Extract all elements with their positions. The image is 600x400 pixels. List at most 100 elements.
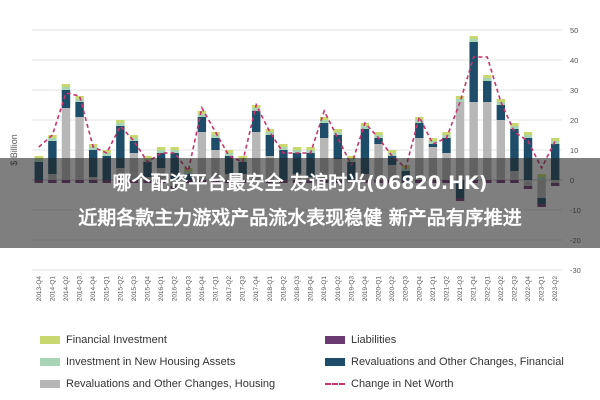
x-tick-label: 2021-Q3 bbox=[457, 276, 464, 302]
net-worth-line bbox=[38, 56, 556, 173]
x-tick-label: 2023-Q2 bbox=[552, 276, 559, 302]
bar-segment bbox=[61, 84, 71, 87]
bar-segment bbox=[88, 147, 98, 150]
legend-label: Financial Investment bbox=[66, 334, 167, 346]
bar-segment bbox=[469, 102, 478, 180]
bar-segment bbox=[428, 141, 438, 144]
x-tick-label: 2018-Q4 bbox=[308, 276, 315, 302]
x-tick-label: 2016-Q2 bbox=[172, 276, 179, 302]
legend-swatch bbox=[40, 358, 60, 366]
bar-segment bbox=[48, 138, 57, 141]
x-tick-label: 2020-Q4 bbox=[416, 276, 423, 302]
bar-segment bbox=[374, 132, 383, 135]
legend-swatch bbox=[40, 380, 60, 388]
bar-segment bbox=[156, 150, 166, 153]
bar-segment bbox=[510, 123, 519, 126]
x-tick-label: 2016-Q1 bbox=[158, 276, 165, 302]
x-tick-label: 2017-Q1 bbox=[212, 276, 219, 302]
bar-segment bbox=[455, 102, 465, 180]
bar-segment bbox=[319, 117, 329, 120]
bar-segment bbox=[496, 105, 506, 120]
x-tick-label: 2016-Q3 bbox=[185, 276, 192, 302]
bar-segment bbox=[48, 135, 57, 138]
x-tick-label: 2014-Q3 bbox=[77, 276, 84, 302]
x-tick-label: 2022-Q2 bbox=[498, 276, 505, 302]
bar-segment bbox=[496, 120, 506, 180]
bar-segment bbox=[116, 123, 125, 126]
legend-item-liabilities: Liabilities bbox=[325, 334, 396, 346]
bar-segment bbox=[102, 150, 111, 153]
bar-segment bbox=[442, 132, 451, 135]
bar-segment bbox=[469, 39, 478, 42]
x-tick-label: 2015-Q3 bbox=[131, 276, 138, 302]
x-tick-label: 2017-Q4 bbox=[253, 276, 260, 302]
x-tick-label: 2018-Q3 bbox=[294, 276, 301, 302]
bar-segment bbox=[61, 87, 71, 90]
bar-segment bbox=[75, 102, 84, 117]
x-tick-label: 2020-Q2 bbox=[389, 276, 396, 302]
bar-segment bbox=[306, 147, 315, 150]
legend-label: Change in Net Worth bbox=[351, 378, 454, 390]
headline-line-2: 近期各款主力游戏产品流水表现稳健 新产品有序推进 bbox=[78, 207, 522, 229]
bar-segment bbox=[483, 102, 492, 180]
x-tick-label: 2022-Q4 bbox=[525, 276, 532, 302]
bar-segment bbox=[415, 123, 424, 138]
x-tick-label: 2017-Q3 bbox=[240, 276, 247, 302]
legend-swatch bbox=[40, 336, 60, 344]
bar-segment bbox=[442, 138, 451, 153]
bar-segment bbox=[102, 153, 111, 156]
bar-segment bbox=[265, 135, 275, 156]
bar-segment bbox=[523, 132, 533, 135]
y-tick-label: 10 bbox=[570, 146, 578, 155]
bar-segment bbox=[387, 153, 397, 156]
bar-segment bbox=[238, 156, 247, 159]
headline-overlay bbox=[0, 158, 600, 248]
bar-segment bbox=[469, 42, 478, 102]
bar-segment bbox=[279, 144, 288, 147]
bar-segment bbox=[292, 150, 302, 153]
bar-segment bbox=[129, 141, 139, 153]
x-tick-label: 2014-Q4 bbox=[90, 276, 97, 302]
bar-segment bbox=[48, 141, 57, 174]
legend-label: Liabilities bbox=[351, 334, 397, 346]
y-tick-label: 50 bbox=[570, 26, 578, 35]
x-tick-label: 2015-Q4 bbox=[145, 276, 152, 302]
bar-segment bbox=[428, 138, 438, 141]
x-tick-label: 2015-Q1 bbox=[104, 276, 111, 302]
y-tick-label: 20 bbox=[570, 116, 578, 125]
legend-swatch bbox=[325, 358, 345, 366]
x-tick-label: 2018-Q1 bbox=[267, 276, 274, 302]
bar-segment bbox=[510, 129, 519, 171]
x-tick-label: 2020-Q1 bbox=[376, 276, 383, 302]
bar-segment bbox=[374, 138, 383, 144]
bar-segment bbox=[455, 99, 465, 102]
legend-label: Revaluations and Other Changes, Financia… bbox=[351, 356, 564, 368]
x-tick-label: 2020-Q3 bbox=[403, 276, 410, 302]
x-tick-label: 2019-Q4 bbox=[362, 276, 369, 302]
legend-item-investment-housing: Investment in New Housing Assets bbox=[40, 356, 235, 368]
bar-segment bbox=[61, 90, 71, 108]
bar-segment bbox=[279, 147, 288, 150]
legend-swatch bbox=[325, 336, 345, 344]
x-tick-label: 2019-Q2 bbox=[335, 276, 342, 302]
x-tick-label: 2017-Q2 bbox=[226, 276, 233, 302]
bar-segment bbox=[170, 150, 179, 153]
bar-segment bbox=[374, 135, 383, 138]
bar-segment bbox=[170, 147, 179, 150]
bar-segment bbox=[347, 156, 356, 159]
bar-segment bbox=[129, 138, 139, 141]
legend-item-reval-housing: Revaluations and Other Changes, Housing bbox=[40, 378, 275, 390]
bar-segment bbox=[469, 36, 478, 39]
bar-segment bbox=[143, 156, 152, 159]
bar-segment bbox=[455, 96, 465, 99]
bar-segment bbox=[333, 129, 342, 132]
bar-segment bbox=[333, 135, 342, 159]
x-tick-label: 2023-Q1 bbox=[539, 276, 546, 302]
bar-segment bbox=[496, 99, 506, 102]
bar-segment bbox=[360, 129, 370, 174]
x-tick-label: 2015-Q2 bbox=[117, 276, 124, 302]
legend-dash bbox=[325, 383, 345, 385]
bar-segment bbox=[319, 120, 329, 123]
bar-segment bbox=[75, 99, 84, 102]
x-tick-label: 2014-Q2 bbox=[63, 276, 70, 302]
